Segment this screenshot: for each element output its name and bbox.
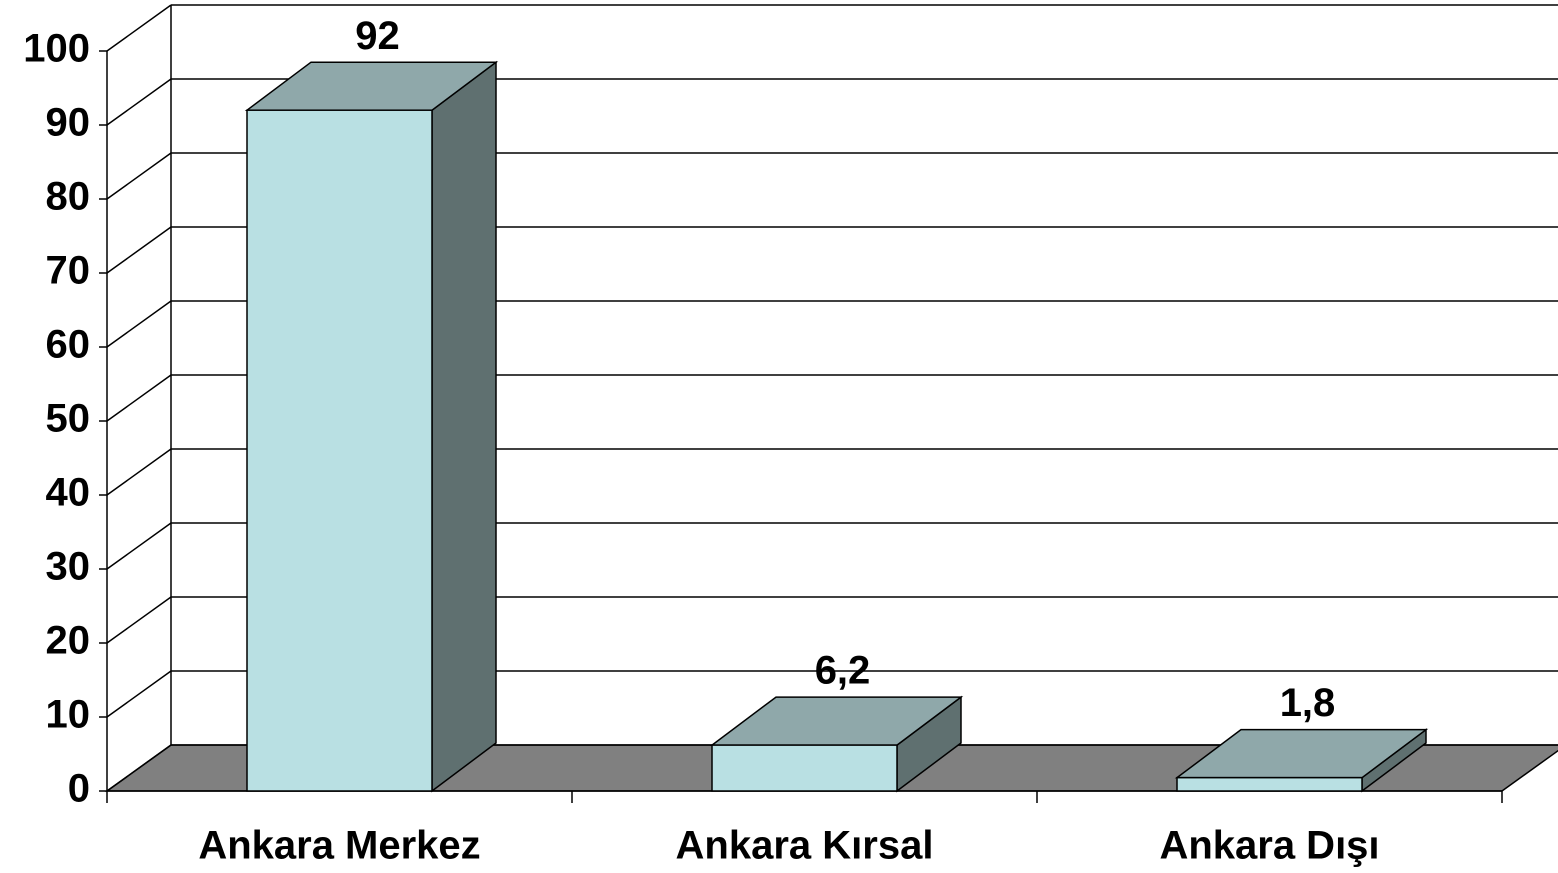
grid-line <box>106 522 172 570</box>
bar <box>711 744 898 792</box>
value-label: 92 <box>355 14 400 58</box>
x-tick-label: Ankara Dışı <box>1159 824 1379 868</box>
y-tick-label: 100 <box>23 27 90 71</box>
grid-line <box>106 670 172 718</box>
y-tick-label: 40 <box>46 471 91 515</box>
grid-line <box>106 4 172 52</box>
bar <box>246 109 433 792</box>
y-tick-label: 20 <box>46 619 91 663</box>
y-tick-label: 30 <box>46 545 91 589</box>
y-tick-label: 70 <box>46 249 91 293</box>
grid-line <box>106 374 172 422</box>
y-tick-label: 0 <box>68 767 90 811</box>
x-tick-label: Ankara Merkez <box>198 824 480 868</box>
grid-line <box>106 596 172 644</box>
grid-line <box>106 78 172 126</box>
y-tick-label: 80 <box>46 175 91 219</box>
x-tick-label: Ankara Kırsal <box>676 824 934 868</box>
value-label: 1,8 <box>1280 681 1336 725</box>
grid-line <box>106 300 172 348</box>
grid-line <box>106 448 172 496</box>
grid-line <box>106 744 172 792</box>
y-tick-label: 10 <box>46 693 91 737</box>
grid-line <box>106 226 172 274</box>
value-label: 6,2 <box>815 649 871 693</box>
bar-side <box>431 60 497 793</box>
bar <box>1176 776 1363 792</box>
grid-line <box>106 152 172 200</box>
y-tick-label: 50 <box>46 397 91 441</box>
y-tick-label: 60 <box>46 323 91 367</box>
y-tick-label: 90 <box>46 101 91 145</box>
